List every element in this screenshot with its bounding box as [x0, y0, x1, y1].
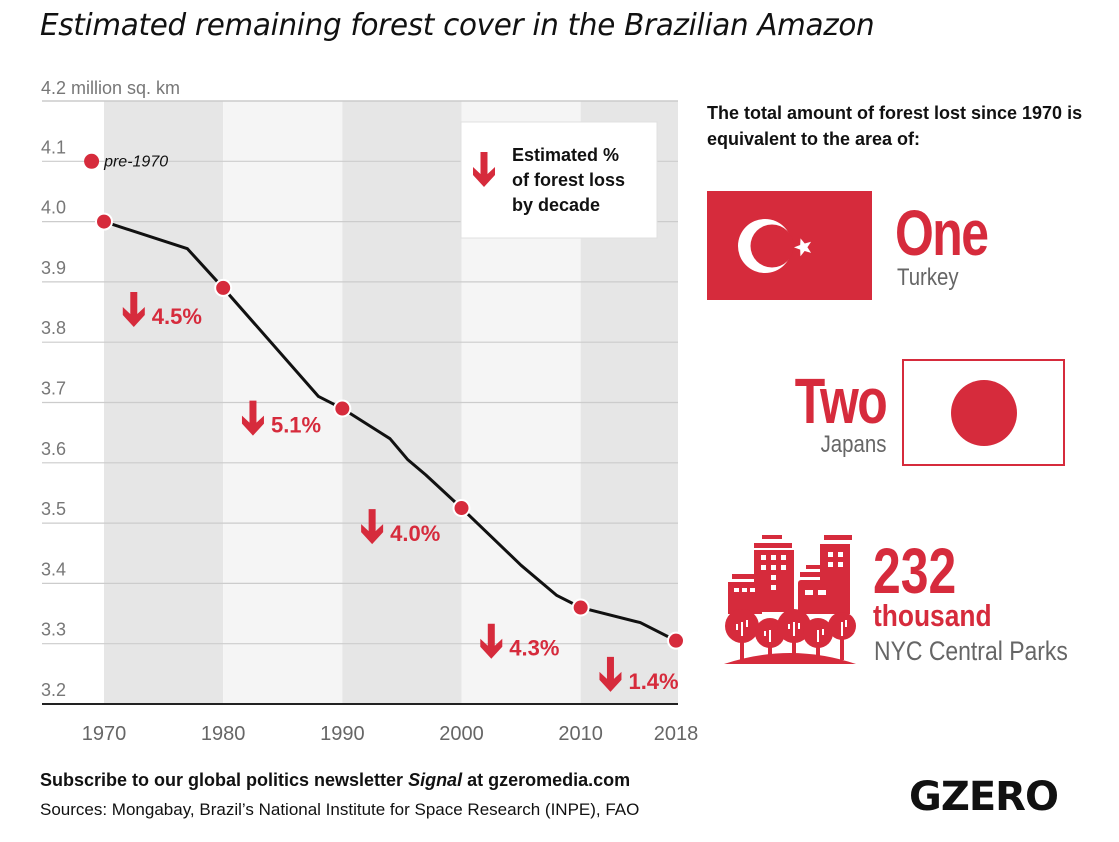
- data-point-marker: [333, 399, 352, 418]
- down-arrow-shape: [122, 292, 145, 328]
- loss-arrow-icon: [361, 509, 384, 545]
- y-tick-label: 3.5: [41, 499, 66, 519]
- data-point-marker: [95, 212, 113, 231]
- chart-title: Estimated remaining forest cover in the …: [40, 8, 875, 43]
- y-tick-label: 3.4: [41, 559, 66, 579]
- city-park-icon: [724, 535, 856, 664]
- y-tick-label: 3.6: [41, 439, 66, 459]
- y-tick-label: 3.3: [41, 620, 66, 640]
- down-arrow-shape: [361, 509, 384, 545]
- subscribe-suffix[interactable]: at gzeromedia.com: [462, 770, 631, 790]
- x-tick-label: 2018: [654, 723, 699, 745]
- loss-percent-label: 5.1%: [271, 413, 321, 438]
- down-arrow-shape: [599, 656, 622, 692]
- loss-percent-label: 1.4%: [628, 669, 678, 694]
- newsletter-name: Signal: [408, 770, 463, 790]
- y-tick-label: 3.2: [41, 680, 66, 700]
- side-intro-text: The total amount of forest lost since 19…: [707, 103, 1083, 149]
- y-tick-label: 4.1: [41, 137, 66, 157]
- y-tick-label: 4.0: [41, 198, 66, 218]
- japan-label: Japans: [820, 431, 886, 458]
- data-point-marker: [214, 278, 233, 297]
- data-point-marker: [452, 499, 471, 518]
- legend-line-3: by decade: [512, 195, 600, 215]
- subscribe-prefix: Subscribe to our global politics newslet…: [40, 770, 409, 790]
- japan-sun: [950, 379, 1017, 446]
- legend-line-2: of forest loss: [512, 170, 625, 190]
- loss-arrow-icon: [480, 623, 503, 659]
- down-arrow-shape: [241, 400, 264, 436]
- legend-arrow-icon: [473, 152, 495, 187]
- x-tick-label: 1970: [82, 723, 127, 745]
- y-tick-label: 3.8: [41, 318, 66, 338]
- down-arrow-shape: [480, 623, 503, 659]
- loss-percent-label: 4.5%: [152, 304, 202, 329]
- pre-1970-marker: [84, 153, 100, 169]
- turkey-label: Turkey: [897, 264, 959, 291]
- gzero-logo: GZERO: [909, 774, 1059, 820]
- parks-unit: thousand: [873, 598, 992, 633]
- loss-arrow-icon: [241, 400, 264, 436]
- parks-count: 232: [873, 535, 957, 607]
- parks-label: NYC Central Parks: [874, 636, 1068, 666]
- y-tick-label: 3.7: [41, 379, 66, 399]
- turkey-flag-icon: [707, 191, 872, 300]
- x-tick-label: 2010: [558, 723, 603, 745]
- loss-percent-label: 4.0%: [390, 521, 440, 546]
- legend: Estimated % of forest loss by decade: [460, 121, 658, 239]
- loss-arrow-icon: [599, 656, 622, 692]
- y-unit-label: 4.2 million sq. km: [41, 78, 180, 98]
- x-tick-label: 1980: [201, 723, 246, 745]
- japan-count: Two: [794, 365, 888, 437]
- loss-arrow-icon: [122, 292, 145, 328]
- pre-1970-label: pre-1970: [103, 153, 168, 170]
- turkey-count: One: [895, 197, 989, 269]
- x-tick-label: 2000: [439, 723, 484, 745]
- subscribe-line: Subscribe to our global politics newslet…: [40, 770, 630, 791]
- data-point-marker: [667, 631, 685, 650]
- sources-line: Sources: Mongabay, Brazil’s National Ins…: [40, 800, 640, 819]
- legend-box: [460, 121, 658, 239]
- data-point-marker: [571, 598, 590, 617]
- loss-percent-label: 4.3%: [509, 636, 559, 661]
- x-tick-label: 1990: [320, 723, 365, 745]
- japan-flag-icon: [902, 359, 1065, 466]
- legend-line-1: Estimated %: [512, 145, 619, 165]
- y-tick-label: 3.9: [41, 258, 66, 278]
